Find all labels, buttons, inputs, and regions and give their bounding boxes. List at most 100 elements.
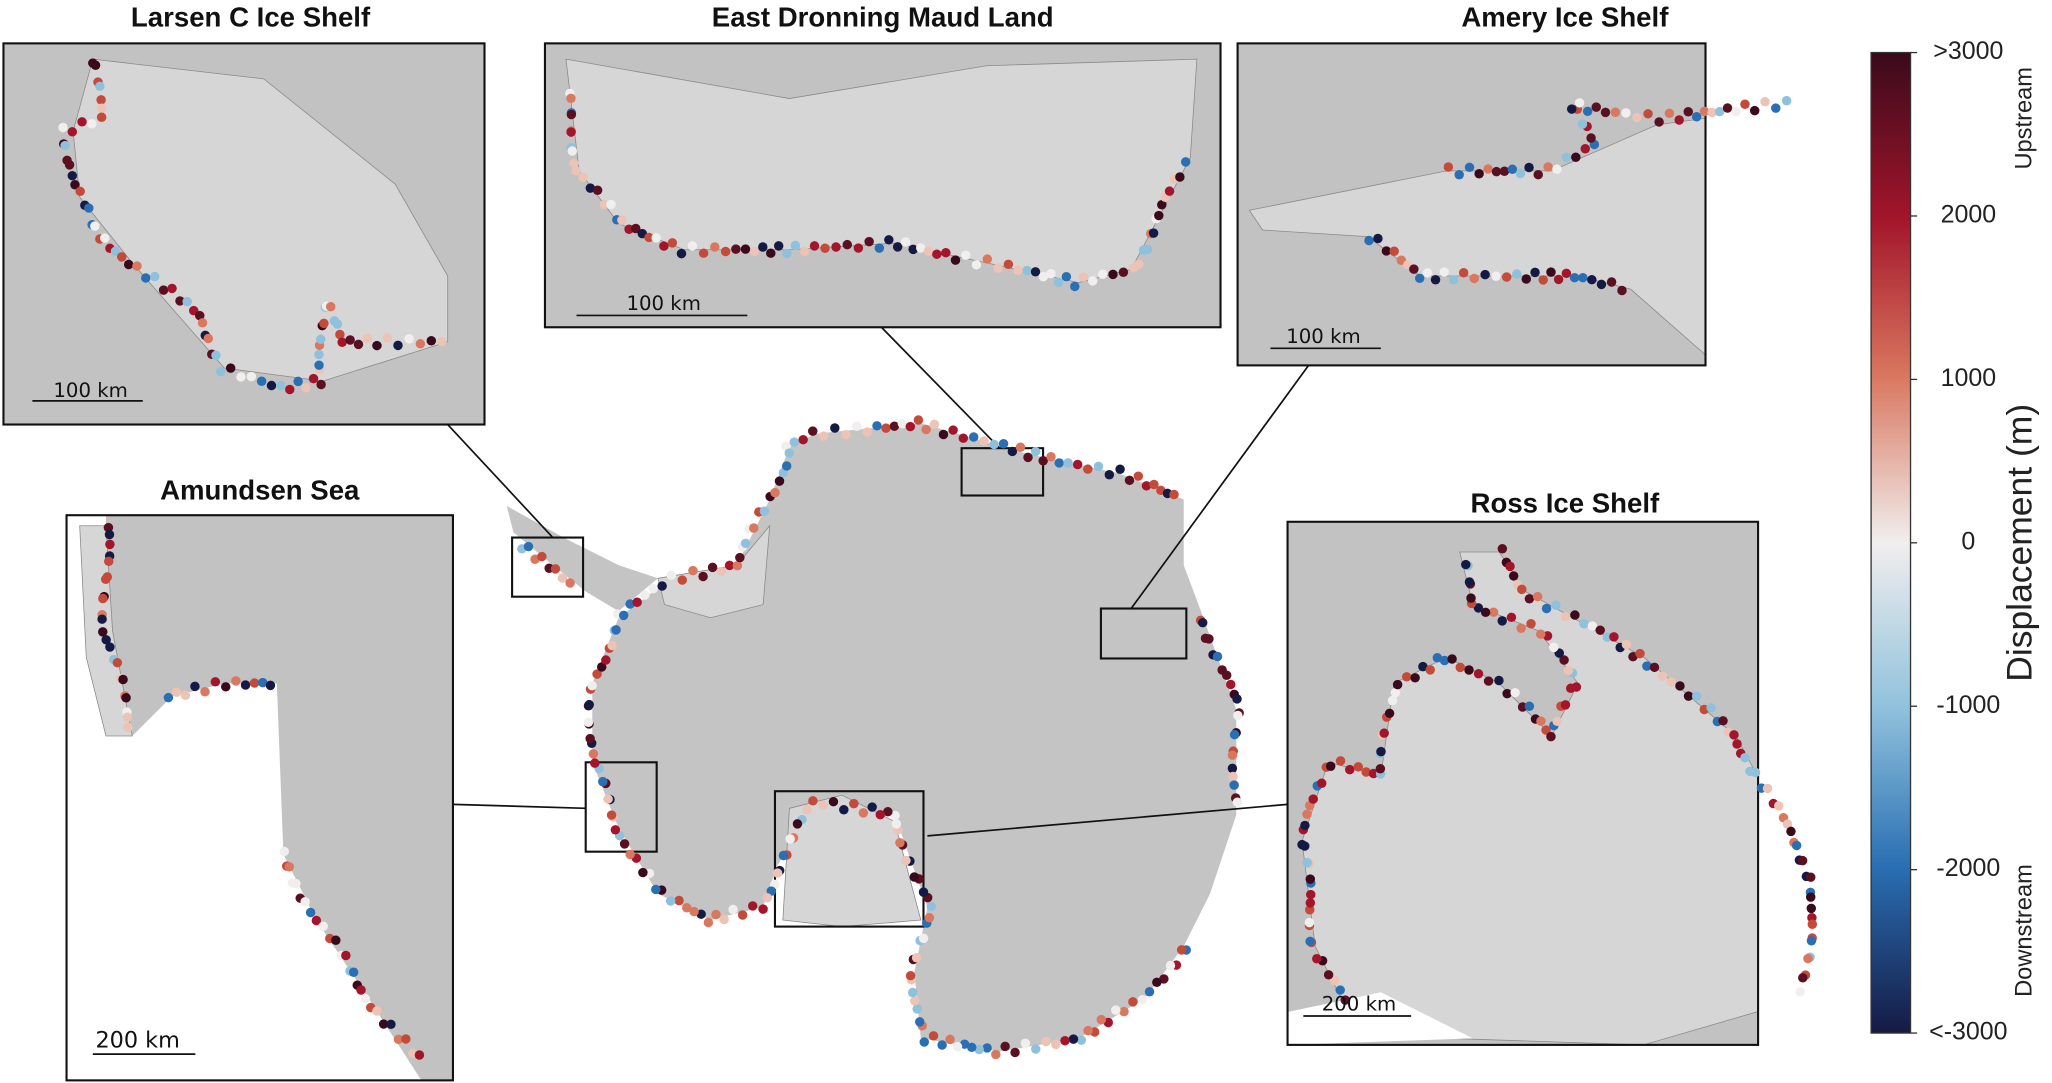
displacement-dot [798, 434, 808, 445]
displacement-dot [1439, 655, 1450, 666]
displacement-dot [1632, 112, 1642, 123]
displacement-dot [598, 776, 608, 787]
displacement-dot [1053, 277, 1064, 287]
displacement-dot [1430, 275, 1441, 285]
displacement-dot [158, 285, 169, 295]
displacement-dot [1480, 269, 1490, 280]
displacement-dot [1524, 162, 1534, 173]
displacement-dot [567, 146, 578, 156]
displacement-dot [1439, 267, 1449, 277]
displacement-dot [240, 680, 251, 690]
displacement-dot [1142, 244, 1153, 255]
displacement-dot [1782, 819, 1793, 829]
displacement-dot [569, 158, 579, 169]
displacement-dot [1312, 954, 1322, 964]
displacement-dot [590, 758, 600, 768]
displacement-dot [565, 578, 575, 588]
displacement-dot [979, 436, 989, 446]
displacement-dot [1232, 694, 1242, 704]
displacement-dot [1553, 274, 1564, 285]
displacement-dot [737, 910, 748, 920]
displacement-dot [1740, 99, 1750, 109]
displacement-dot [195, 310, 205, 321]
displacement-dot [1390, 687, 1401, 698]
displacement-dot [149, 271, 160, 282]
displacement-dot [401, 1034, 411, 1044]
displacement-dot [279, 846, 289, 857]
displacement-dot [1072, 459, 1083, 470]
displacement-dot [1229, 729, 1240, 740]
displacement-dot [1124, 475, 1135, 486]
displacement-dot [1552, 716, 1562, 726]
displacement-dot [945, 1034, 955, 1045]
displacement-dot [852, 421, 862, 431]
displacement-dot [918, 933, 929, 944]
displacement-dot [696, 909, 706, 919]
displacement-dot [698, 248, 709, 258]
colorbar-tick-label: -1000 [1936, 691, 2000, 719]
displacement-dot [325, 301, 336, 312]
displacement-dot [1068, 1034, 1079, 1044]
displacement-dot [112, 657, 123, 668]
displacement-dot [1469, 273, 1479, 284]
displacement-dot [64, 160, 75, 170]
displacement-dot [1729, 730, 1739, 740]
displacement-dot [601, 655, 611, 665]
displacement-dot [874, 243, 885, 253]
displacement-dot [1807, 919, 1818, 929]
scale-label: 100 km [1286, 325, 1360, 348]
displacement-dot [924, 913, 935, 923]
displacement-dot [889, 421, 900, 431]
displacement-dot [98, 593, 108, 604]
displacement-dot [1609, 632, 1619, 642]
displacement-dot [1392, 679, 1403, 690]
displacement-dot [1586, 133, 1596, 143]
displacement-dot [875, 809, 886, 820]
displacement-dot [784, 448, 794, 458]
displacement-dot [905, 421, 916, 432]
displacement-dot [300, 897, 310, 907]
displacement-dot [1373, 233, 1383, 244]
dots [58, 58, 1818, 1060]
ocean [66, 515, 422, 1081]
displacement-dot [710, 242, 720, 252]
displacement-dot [1060, 1035, 1070, 1046]
displacement-dot [611, 625, 621, 635]
displacement-dot [1464, 665, 1474, 675]
displacement-dot [393, 1034, 404, 1045]
displacement-dot [382, 333, 392, 343]
displacement-dot [200, 687, 210, 697]
displacement-dot [1570, 610, 1580, 620]
displacement-dot [1305, 936, 1315, 947]
displacement-dot [1578, 272, 1588, 283]
panel-frame [543, 42, 1222, 329]
displacement-dot [1771, 103, 1781, 113]
displacement-dot [884, 235, 894, 245]
displacement-dot [911, 953, 922, 963]
displacement-dot [1538, 275, 1548, 285]
displacement-dot [720, 246, 731, 257]
displacement-dot [1304, 917, 1315, 928]
displacement-dot [97, 614, 107, 624]
colorbar-tick-label: 1000 [1941, 364, 1997, 392]
displacement-dot [1389, 246, 1399, 256]
displacement-dot [90, 221, 100, 231]
displacement-dot [1664, 108, 1675, 119]
ross-panel [1287, 521, 1759, 1045]
displacement-dot [415, 339, 426, 349]
colorbar-tick-label: >3000 [1933, 37, 2003, 65]
displacement-dot [1512, 269, 1522, 279]
displacement-dot [1361, 767, 1371, 777]
displacement-dot [982, 254, 993, 264]
displacement-dot [1041, 1036, 1051, 1047]
displacement-dot [1302, 857, 1312, 868]
scale-label: 100 km [626, 292, 700, 315]
displacement-dot [182, 296, 192, 307]
displacement-dot [1474, 169, 1484, 179]
inset-box [584, 761, 658, 853]
displacement-dot [293, 376, 303, 387]
displacement-dot [1798, 973, 1808, 983]
displacement-dot [1368, 768, 1379, 779]
displacement-dot [1497, 543, 1508, 554]
displacement-dot [820, 243, 830, 253]
